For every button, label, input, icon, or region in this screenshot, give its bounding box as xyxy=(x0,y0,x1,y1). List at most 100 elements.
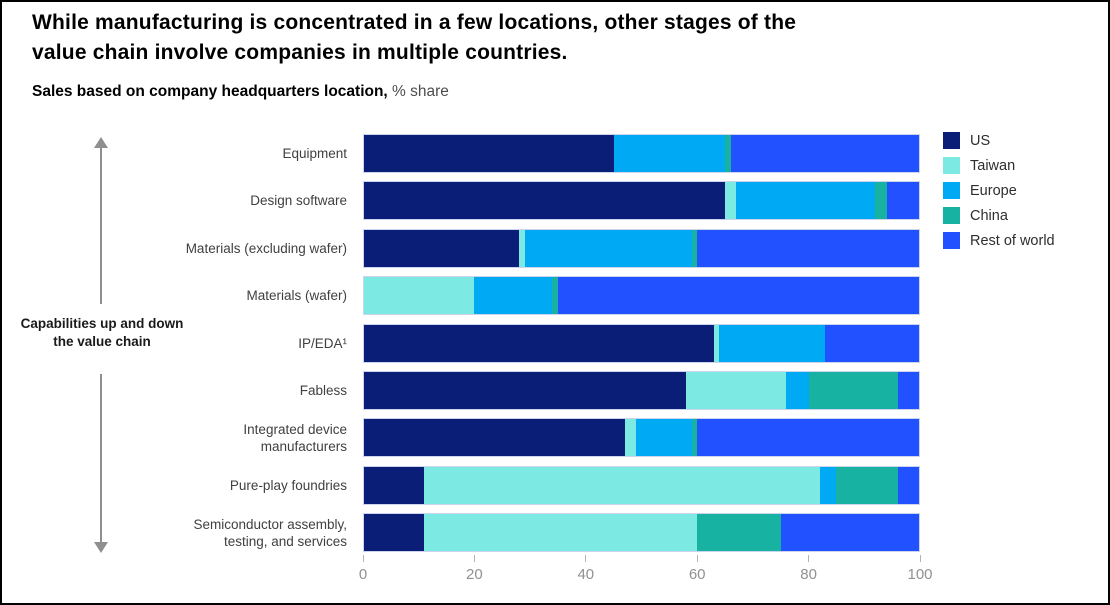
bar-segment-us xyxy=(363,323,714,363)
bar-segment-rest-of-world xyxy=(697,228,920,268)
legend-item-taiwan: Taiwan xyxy=(943,157,1055,174)
bar-segment-china xyxy=(691,228,698,268)
x-tick-mark xyxy=(808,555,810,562)
stacked-bar xyxy=(363,276,920,316)
legend-item-rest-of-world: Rest of world xyxy=(943,232,1055,249)
bar-segment-europe xyxy=(613,134,726,173)
x-tick-mark xyxy=(919,555,921,562)
bar-segment-taiwan xyxy=(624,418,636,458)
stacked-bar xyxy=(363,323,920,363)
x-tick-mark xyxy=(585,555,587,562)
chart-row-semiconductor-assembly-testing-and-services: Semiconductor assembly, testing, and ser… xyxy=(2,513,920,553)
bar-segment-europe xyxy=(786,370,809,410)
bar-segment-europe xyxy=(819,465,837,505)
category-label: Semiconductor assembly, testing, and ser… xyxy=(193,516,347,549)
legend-item-china: China xyxy=(943,207,1055,224)
x-tick-mark xyxy=(696,555,698,562)
bar-segment-rest-of-world xyxy=(897,370,920,410)
chart-row-equipment: Equipment xyxy=(2,134,920,173)
bar-segment-china xyxy=(552,276,558,316)
bar-segment-europe xyxy=(736,181,876,221)
bar-segment-us xyxy=(363,465,425,505)
bar-segment-us xyxy=(363,181,726,221)
bar-segment-us xyxy=(363,418,625,458)
chart-row-materials-excluding-wafer: Materials (excluding wafer) xyxy=(2,228,920,268)
legend-label: Taiwan xyxy=(970,157,1016,174)
x-tick-label: 100 xyxy=(907,566,933,583)
bar-segment-taiwan xyxy=(686,370,787,410)
arrow-down-icon xyxy=(94,542,108,553)
stacked-bar xyxy=(363,465,920,505)
bar-segment-taiwan xyxy=(424,513,698,553)
category-label: Materials (wafer) xyxy=(246,288,347,304)
bar-segment-europe xyxy=(474,276,553,316)
bar-segment-rest-of-world xyxy=(897,465,920,505)
bar-segment-china xyxy=(808,370,898,410)
bar-segment-rest-of-world xyxy=(825,323,920,363)
legend-swatch-europe xyxy=(943,182,960,199)
exhibit-subtitle: Sales based on company headquarters loca… xyxy=(32,83,449,101)
legend-swatch-rest-of-world xyxy=(943,232,960,249)
bar-segment-taiwan xyxy=(713,323,720,363)
x-tick-label: 80 xyxy=(800,566,817,583)
subtitle-unit: % share xyxy=(387,83,449,100)
stacked-bar xyxy=(363,370,920,410)
legend-label: Europe xyxy=(970,182,1017,199)
bar-segment-china xyxy=(697,513,781,553)
arrow-up-icon xyxy=(94,137,108,148)
value-chain-annotation: Capabilities up and down the value chain xyxy=(20,316,184,349)
chart-row-materials-wafer: Materials (wafer) xyxy=(2,276,920,316)
category-label: Materials (excluding wafer) xyxy=(185,240,347,256)
bar-segment-china xyxy=(836,465,898,505)
stacked-bar xyxy=(363,513,920,553)
x-tick-mark xyxy=(473,555,475,562)
legend-item-europe: Europe xyxy=(943,182,1055,199)
bar-segment-rest-of-world xyxy=(886,181,920,221)
bar-segment-china xyxy=(875,181,887,221)
bar-segment-taiwan xyxy=(363,276,475,316)
bar-segment-us xyxy=(363,513,425,553)
bar-segment-rest-of-world xyxy=(557,276,920,316)
bar-segment-china xyxy=(725,134,731,173)
legend-item-us: US xyxy=(943,132,1055,149)
x-tick-label: 0 xyxy=(358,566,368,583)
bar-segment-rest-of-world xyxy=(780,513,920,553)
bar-segment-taiwan xyxy=(725,181,737,221)
category-label: Integrated device manufacturers xyxy=(243,421,347,454)
arrow-line-top xyxy=(100,147,102,304)
chart-row-design-software: Design software xyxy=(2,181,920,221)
bar-segment-europe xyxy=(719,323,826,363)
x-axis: 0 20 40 60 80 100 xyxy=(359,555,933,595)
stacked-bar xyxy=(363,418,920,458)
legend-label: China xyxy=(970,207,1008,224)
bar-segment-rest-of-world xyxy=(730,134,920,173)
bar-segment-taiwan xyxy=(518,228,525,268)
exhibit-title: While manufacturing is concentrated in a… xyxy=(32,11,797,64)
legend-swatch-taiwan xyxy=(943,157,960,174)
category-label: Equipment xyxy=(282,146,347,161)
category-label: IP/EDA¹ xyxy=(298,335,347,351)
category-label: Design software xyxy=(250,193,347,209)
x-tick-label: 40 xyxy=(577,566,595,583)
bar-segment-us xyxy=(363,134,614,173)
x-tick-label: 60 xyxy=(688,566,706,583)
chart-row-pure-play-foundries: Pure-play foundries xyxy=(2,465,920,505)
bar-segment-europe xyxy=(635,418,692,458)
legend-label: US xyxy=(970,132,991,149)
legend-swatch-china xyxy=(943,207,960,224)
arrow-line-bottom xyxy=(100,374,102,543)
bar-segment-us xyxy=(363,370,687,410)
bar-segment-us xyxy=(363,228,519,268)
chart-row-integrated-device-manufacturers: Integrated device manufacturers xyxy=(2,418,920,458)
legend-swatch-us xyxy=(943,132,960,149)
legend-label: Rest of world xyxy=(970,232,1055,249)
bar-segment-china xyxy=(691,418,698,458)
bar-segment-rest-of-world xyxy=(697,418,920,458)
category-label: Pure-play foundries xyxy=(229,477,347,493)
stacked-bar xyxy=(363,134,920,173)
category-label: Fabless xyxy=(299,382,347,398)
x-tick-mark xyxy=(362,555,364,562)
stacked-bar xyxy=(363,181,920,221)
chart-row-fabless: Fabless xyxy=(2,370,920,410)
